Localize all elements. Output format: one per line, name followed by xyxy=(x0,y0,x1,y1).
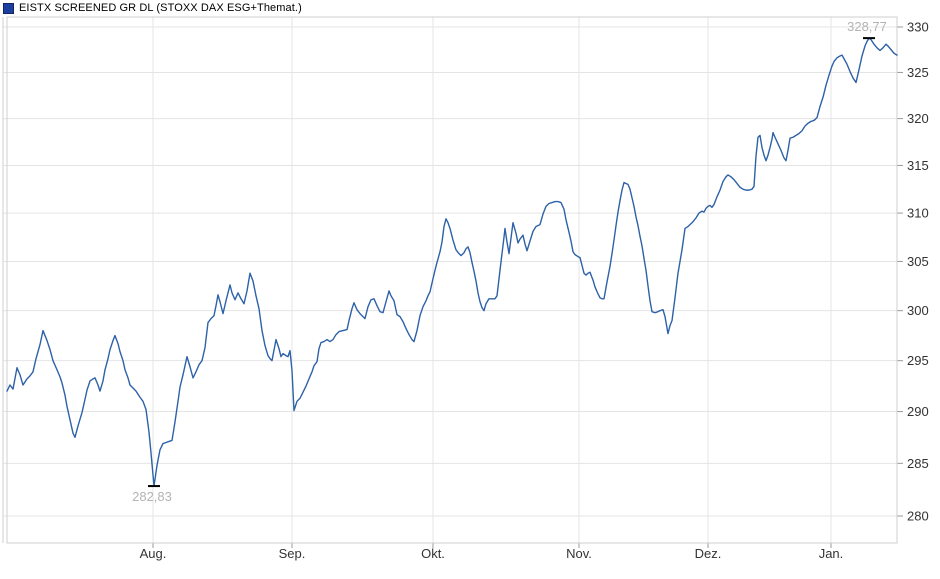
y-axis-label: 305 xyxy=(907,254,929,269)
y-axis-label: 310 xyxy=(907,206,929,221)
x-axis-label: Nov. xyxy=(566,546,592,561)
y-axis-label: 280 xyxy=(907,509,929,524)
y-axis-label: 295 xyxy=(907,353,929,368)
chart-title: EISTX SCREENED GR DL (STOXX DAX ESG+Them… xyxy=(19,2,302,14)
min-value-label: 282,83 xyxy=(132,489,172,504)
price-line xyxy=(6,37,898,487)
x-axis-label: Jan. xyxy=(819,546,844,561)
y-axis-label: 315 xyxy=(907,158,929,173)
x-axis-label: Dez. xyxy=(695,546,722,561)
x-axis-label: Aug. xyxy=(140,546,167,561)
y-axis-label: 300 xyxy=(907,303,929,318)
plot-border xyxy=(6,16,898,544)
y-axis-label: 290 xyxy=(907,404,929,419)
max-value-label: 328,77 xyxy=(847,19,887,34)
legend: EISTX SCREENED GR DL (STOXX DAX ESG+Them… xyxy=(3,2,302,14)
y-axis-label: 285 xyxy=(907,456,929,471)
x-axis-label: Sep. xyxy=(279,546,306,561)
y-axis-label: 330 xyxy=(907,20,929,35)
legend-swatch xyxy=(3,2,14,14)
x-axis-label: Okt. xyxy=(421,546,445,561)
y-axis-label: 325 xyxy=(907,65,929,80)
y-axis-label: 320 xyxy=(907,111,929,126)
